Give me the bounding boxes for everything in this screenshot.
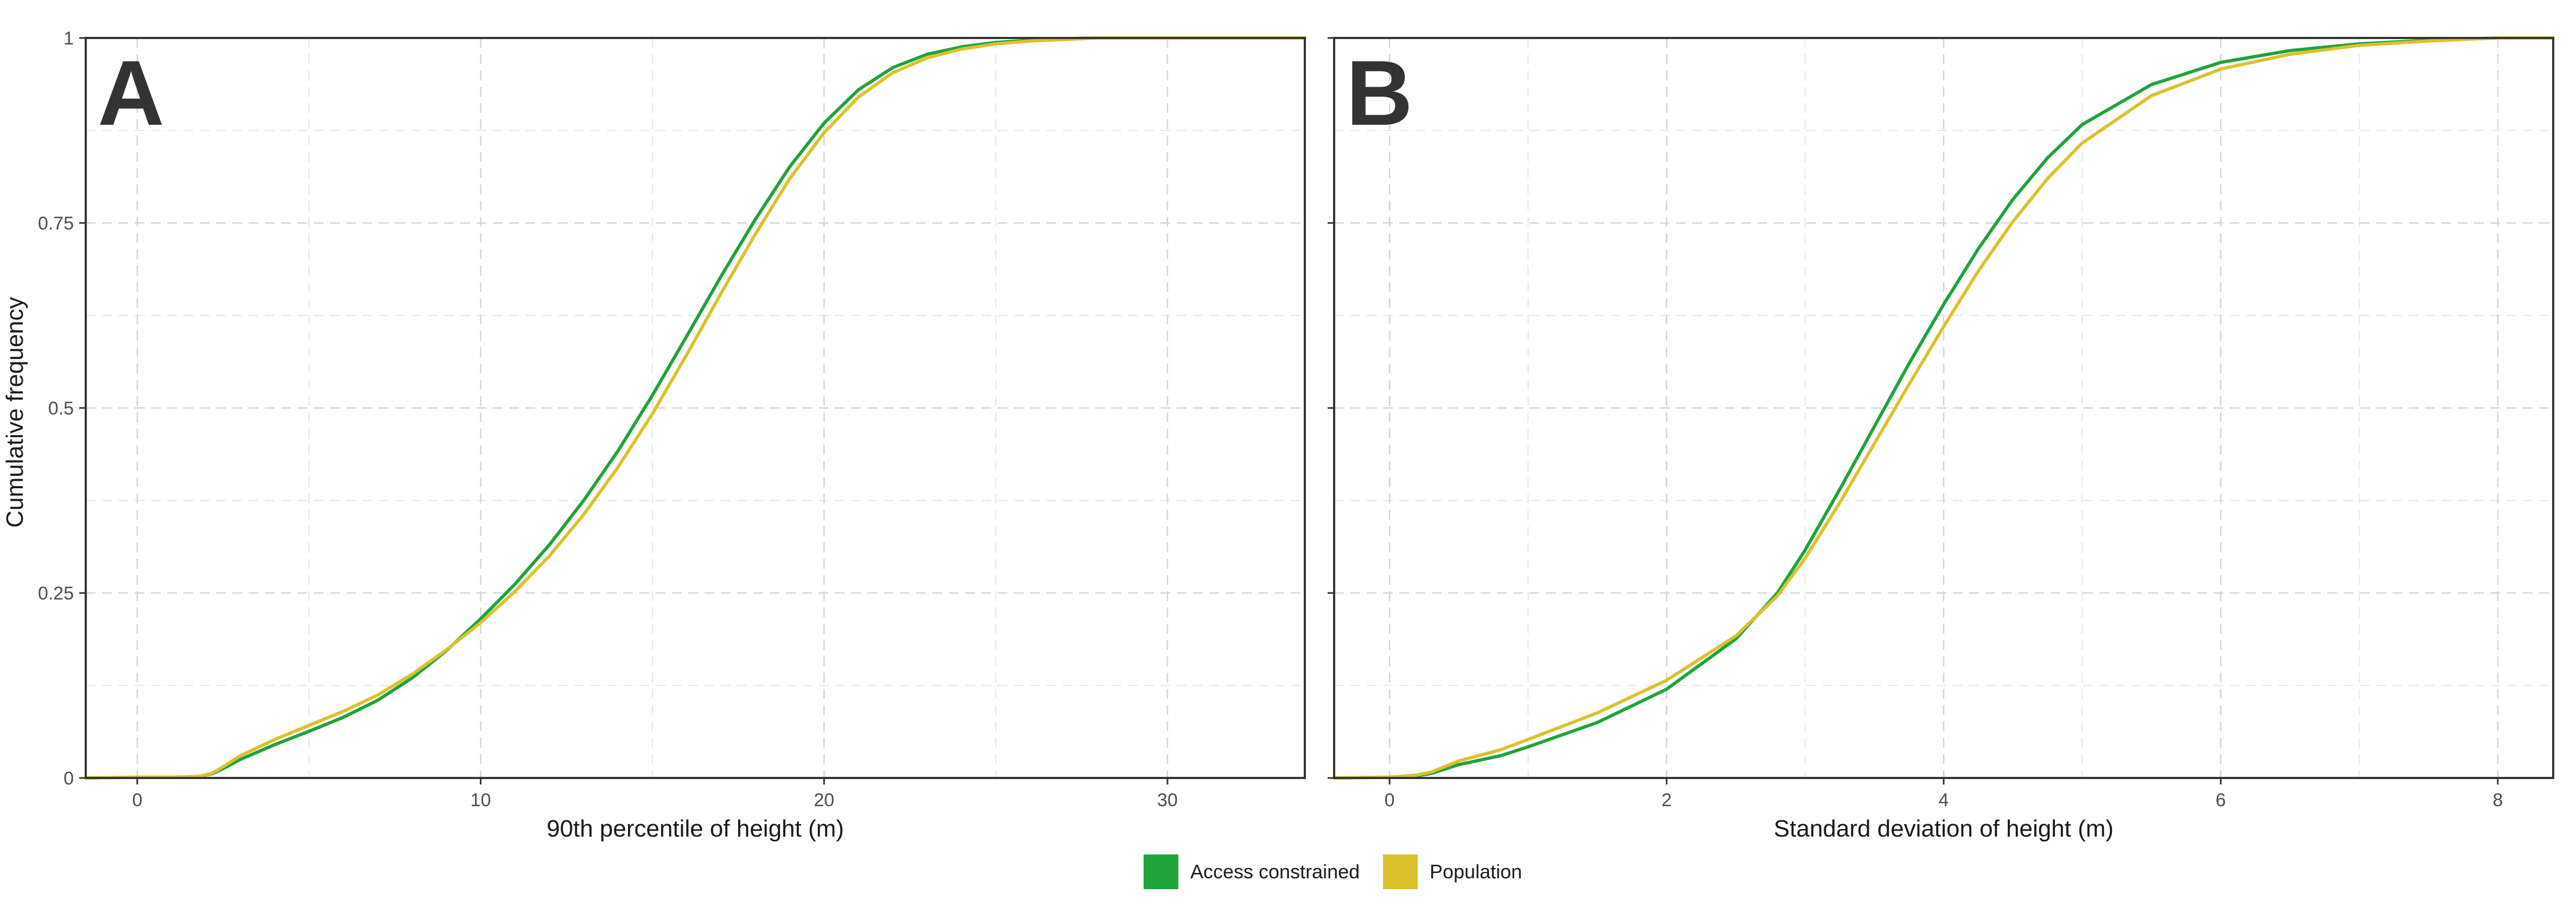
y-axis-title: Cumulative frequency — [2, 297, 28, 528]
x-tick-label: 20 — [814, 790, 834, 811]
panel-a: 0 10 20 30 0 0.25 0.5 0.75 1 90th percentile of h… — [38, 28, 1306, 842]
legend-label-population: Population — [1430, 860, 1522, 883]
series-line-population — [1333, 36, 2555, 780]
y-tick-label: 0.25 — [38, 583, 74, 604]
panel-letter: B — [1346, 42, 1413, 145]
legend-swatch-population — [1383, 854, 1418, 889]
x-axis-title: Standard deviation of height (m) — [1774, 815, 2114, 842]
x-tick-label: 4 — [1939, 790, 1949, 811]
y-tick-label: 0 — [64, 768, 74, 789]
x-axis-title: 90th percentile of height (m) — [547, 815, 844, 842]
x-tick-label: 30 — [1157, 790, 1178, 811]
x-tick-label: 0 — [1385, 790, 1395, 811]
x-tick-label: 0 — [132, 790, 142, 811]
legend: Access constrained Population — [1144, 854, 1522, 889]
series-line-access-constrained — [1333, 36, 2555, 780]
legend-label-access-constrained: Access constrained — [1190, 860, 1360, 883]
panel-b: 0 2 4 6 8 Standard deviation of height (m) B — [1328, 36, 2555, 842]
y-tick-label: 0.75 — [38, 213, 74, 234]
y-tick-label: 1 — [64, 28, 74, 49]
y-tick-label: 0.5 — [48, 398, 74, 419]
x-tick-label: 2 — [1661, 790, 1672, 811]
panel-letter: A — [98, 42, 164, 145]
x-tick-label: 8 — [2492, 790, 2503, 811]
legend-swatch-access-constrained — [1144, 854, 1178, 889]
x-tick-label: 6 — [2216, 790, 2226, 811]
series-line-population — [84, 36, 1306, 780]
x-tick-label: 10 — [471, 790, 491, 811]
series-line-access-constrained — [84, 36, 1306, 780]
